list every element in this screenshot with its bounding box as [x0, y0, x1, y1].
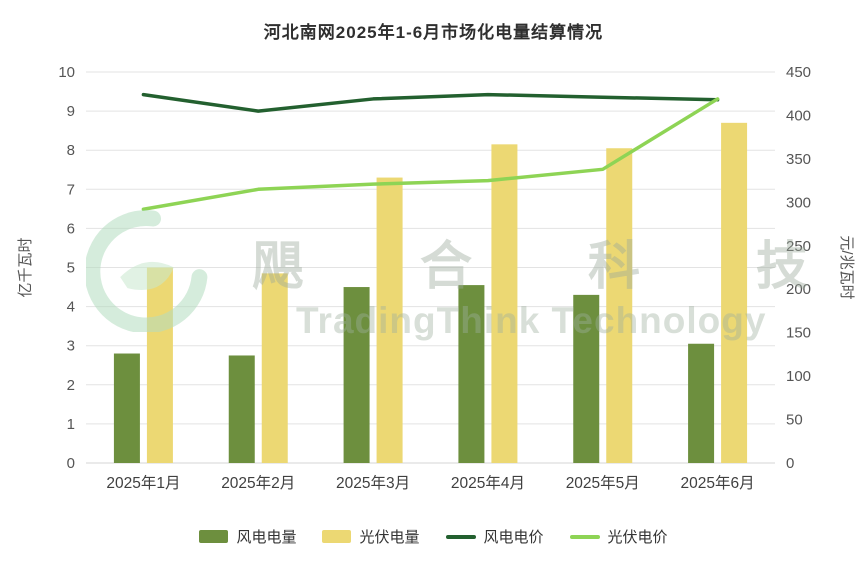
legend-swatch-pv-price — [569, 534, 600, 539]
right-axis-tick-label: 300 — [786, 194, 811, 211]
left-axis-tick-label: 2 — [67, 377, 75, 394]
legend-swatch-wind-price — [445, 534, 476, 539]
legend-item-wind-energy: 风电电量 — [199, 526, 296, 547]
x-axis-label: 2025年6月 — [681, 474, 755, 492]
left-axis-tick-label: 6 — [67, 220, 75, 237]
legend-item-wind-price: 风电电价 — [445, 526, 544, 547]
right-axis-tick-label: 100 — [786, 368, 811, 385]
legend-label-wind-energy: 风电电量 — [236, 529, 297, 546]
left-axis-tick-label: 10 — [58, 64, 75, 81]
right-axis-tick-label: 150 — [786, 325, 811, 342]
right-axis-tick-label: 200 — [786, 281, 811, 298]
right-axis-tick-label: 0 — [786, 455, 794, 472]
x-axis-label: 2025年3月 — [336, 474, 410, 492]
wind-energy-bar — [228, 355, 255, 463]
wind-energy-bar — [343, 287, 370, 463]
legend-label-pv-price: 光伏电价 — [607, 529, 668, 546]
pv-energy-bar — [261, 273, 288, 463]
right-axis-title: 元/兆瓦时 — [838, 235, 855, 299]
left-axis-title: 亿千瓦时 — [17, 237, 34, 297]
wind-energy-bar — [573, 294, 600, 463]
left-axis-tick-label: 8 — [67, 142, 75, 159]
pv-energy-bar — [146, 267, 173, 463]
left-axis-tick-label: 9 — [67, 103, 75, 120]
wind-energy-bar — [688, 343, 715, 463]
pv-energy-bar — [721, 122, 748, 463]
legend-item-pv-price: 光伏电价 — [569, 526, 668, 547]
pv-energy-bar — [376, 177, 403, 463]
left-axis-tick-label: 7 — [67, 181, 75, 198]
right-axis-tick-label: 400 — [786, 107, 811, 124]
right-axis-tick-label: 250 — [786, 238, 811, 255]
pv-price-line — [141, 97, 720, 212]
pv-energy-bar — [491, 144, 518, 463]
wind-energy-bar — [113, 353, 140, 463]
left-axis-tick-label: 5 — [67, 260, 75, 277]
legend-item-pv-energy: 光伏电量 — [322, 526, 420, 547]
x-axis-label: 2025年1月 — [106, 474, 180, 492]
right-axis-tick-label: 350 — [786, 151, 811, 168]
x-axis-label: 2025年4月 — [451, 474, 525, 492]
legend-swatch-wind-energy — [199, 530, 229, 543]
wind-price-line — [141, 92, 720, 113]
left-axis-tick-label: 3 — [67, 338, 75, 355]
pv-energy-bar — [606, 148, 633, 463]
right-axis-tick-label: 450 — [786, 64, 811, 81]
wind-energy-bar — [458, 285, 485, 463]
legend-swatch-pv-energy — [322, 530, 352, 543]
x-axis-label: 2025年5月 — [566, 474, 640, 492]
legend-label-wind-price: 风电电价 — [483, 529, 544, 546]
left-axis-tick-label: 0 — [67, 455, 75, 472]
legend-label-pv-energy: 光伏电量 — [359, 529, 420, 546]
right-axis-tick-label: 50 — [786, 412, 803, 429]
x-axis-label: 2025年2月 — [221, 474, 295, 492]
chart-legend: 风电电量 光伏电量 风电电价 光伏电价 — [0, 526, 867, 547]
left-axis-tick-label: 1 — [67, 416, 75, 433]
left-axis-tick-label: 4 — [67, 299, 75, 316]
chart-title: 河北南网2025年1-6月市场化电量结算情况 — [263, 23, 604, 42]
